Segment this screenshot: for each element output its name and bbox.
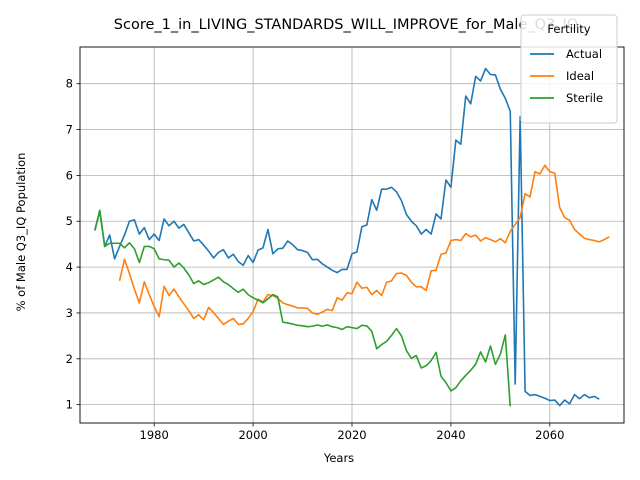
series-ideal (118, 164, 610, 326)
y-tick-label: 7 (66, 123, 73, 137)
y-axis: 1 2 3 4 5 6 7 8 (66, 77, 80, 412)
x-tick-label: 2040 (436, 428, 465, 442)
x-axis: 1980 2000 2020 2040 2060 (140, 423, 564, 442)
x-tick-label: 1980 (140, 428, 169, 442)
legend-label-ideal: Ideal (566, 69, 594, 83)
series-line-ideal (118, 164, 610, 326)
x-tick-label: 2060 (535, 428, 564, 442)
series-line-sterile (94, 209, 512, 407)
series-sterile (94, 209, 512, 407)
legend-label-actual: Actual (566, 47, 602, 61)
grid (80, 47, 624, 423)
y-tick-label: 4 (66, 260, 73, 274)
legend-label-sterile: Sterile (566, 91, 603, 105)
y-tick-label: 1 (66, 398, 73, 412)
y-tick-label: 3 (66, 306, 73, 320)
x-tick-label: 2000 (238, 428, 267, 442)
series-actual (94, 67, 600, 407)
y-tick-label: 8 (66, 77, 73, 91)
series-line-actual (94, 67, 600, 407)
y-axis-label: % of Male Q3_IQ Population (14, 153, 28, 312)
series-layer (94, 67, 610, 407)
chart-title: Score_1_in_LIVING_STANDARDS_WILL_IMPROVE… (114, 17, 578, 33)
y-tick-label: 6 (66, 168, 73, 182)
y-tick-label: 2 (66, 352, 73, 366)
legend-box (520, 14, 618, 124)
legend-title: Fertility (547, 22, 590, 36)
x-tick-label: 2020 (337, 428, 366, 442)
x-axis-label: Years (323, 451, 354, 465)
legend: Fertility Actual Ideal Sterile (520, 14, 618, 124)
y-tick-label: 5 (66, 214, 73, 228)
